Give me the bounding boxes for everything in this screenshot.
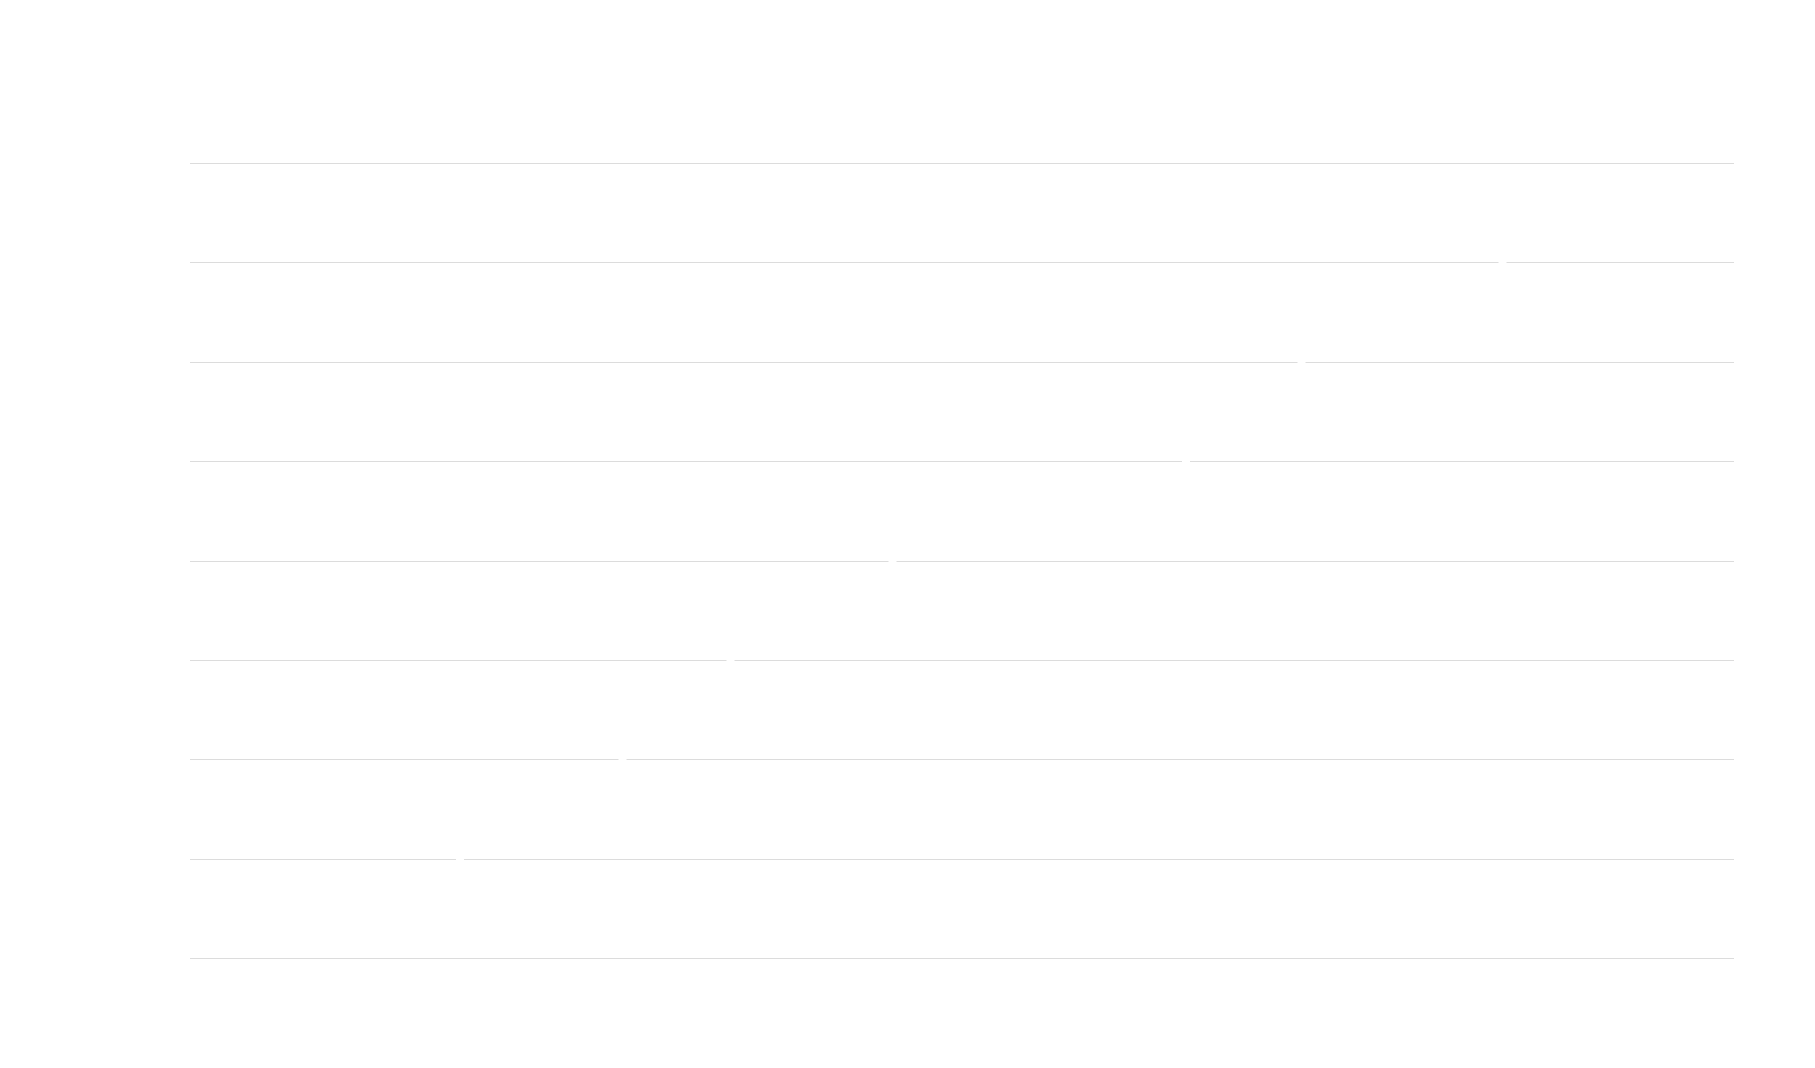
gridlines-group (190, 162, 1734, 960)
value-markers-group (456, 260, 1507, 862)
